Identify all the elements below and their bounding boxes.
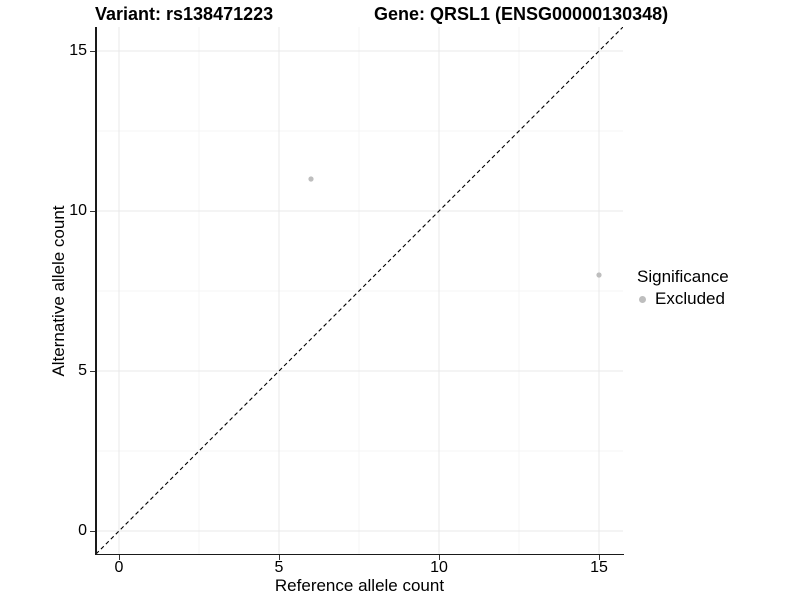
y-tick-mark: [90, 370, 95, 372]
x-tick-mark: [118, 555, 120, 560]
scatter-canvas: [96, 27, 623, 554]
legend-title: Significance: [637, 267, 729, 286]
y-tick-label: 10: [69, 202, 87, 219]
plot-title-gene: Gene: QRSL1 (ENSG00000130348): [374, 4, 669, 24]
x-tick-mark: [278, 555, 280, 560]
x-tick-label: 5: [274, 559, 284, 576]
y-tick-mark: [90, 530, 95, 532]
x-tick-label: 10: [430, 559, 448, 576]
legend: Significance Excluded: [637, 267, 729, 309]
y-tick-label: 5: [78, 362, 87, 379]
plot-panel: [96, 27, 623, 554]
y-tick-label: 0: [78, 522, 87, 539]
identity-dashed-line: [96, 27, 623, 554]
plot-title-variant: Variant: rs138471223: [95, 4, 274, 24]
y-axis-line: [95, 27, 97, 555]
legend-items: Excluded: [637, 289, 729, 309]
x-tick-mark: [598, 555, 600, 560]
legend-item-label: Excluded: [655, 289, 725, 308]
x-axis-title: Reference allele count: [274, 576, 445, 595]
data-point: [308, 176, 314, 182]
y-tick-label: 15: [69, 42, 87, 59]
legend-item: Excluded: [637, 289, 729, 309]
x-tick-mark: [438, 555, 440, 560]
y-tick-mark: [90, 210, 95, 212]
x-tick-label: 0: [114, 559, 124, 576]
x-axis-line: [95, 553, 624, 555]
legend-key: [637, 295, 655, 303]
y-axis-title: Alternative allele count: [49, 205, 68, 377]
legend-point-icon: [639, 295, 646, 303]
y-tick-mark: [90, 50, 95, 52]
data-point: [596, 272, 602, 278]
x-tick-label: 15: [590, 559, 608, 576]
